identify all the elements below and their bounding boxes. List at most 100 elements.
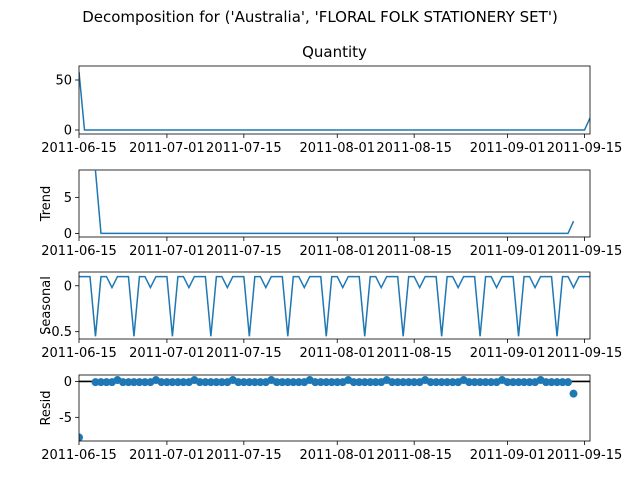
resid-point <box>327 378 336 387</box>
resid-point <box>525 378 534 387</box>
resid-point <box>366 378 375 387</box>
observed-xtick-label: 2011-07-15 <box>206 141 282 156</box>
seasonal-xtick-label: 2011-09-01 <box>470 346 546 361</box>
resid-point <box>547 378 556 387</box>
resid-ytick-label: -5 <box>59 411 72 426</box>
resid-point <box>558 378 567 387</box>
resid-point <box>481 378 490 387</box>
resid-point <box>360 378 369 387</box>
resid-point <box>443 378 452 387</box>
resid-point <box>509 378 518 387</box>
resid-xtick-label: 2011-09-01 <box>470 448 546 463</box>
trend-xtick-label: 2011-08-15 <box>376 244 452 259</box>
resid-point <box>217 378 226 387</box>
seasonal-xtick-label: 2011-09-15 <box>547 346 623 361</box>
observed-axes-frame <box>78 65 591 135</box>
resid-point <box>289 378 298 387</box>
resid-point <box>388 378 397 387</box>
resid-point <box>206 378 215 387</box>
seasonal-xtick-label: 2011-06-15 <box>41 346 117 361</box>
panel-trend: Trend 0 5 2011-06-15 2011-07-01 2011-07-15 201… <box>39 169 623 259</box>
resid-point <box>311 378 320 387</box>
observed-ytick-label: 50 <box>55 74 72 89</box>
observed-xtick-label: 2011-09-15 <box>547 141 623 156</box>
resid-point <box>487 378 496 387</box>
observed-plot-area <box>79 71 590 131</box>
resid-point <box>393 378 402 387</box>
resid-point <box>569 389 578 398</box>
resid-point <box>129 378 138 387</box>
seasonal-axes-frame <box>78 271 591 340</box>
resid-xtick-label: 2011-09-15 <box>547 448 623 463</box>
resid-ylabel: Resid <box>39 390 54 425</box>
resid-point <box>124 378 133 387</box>
resid-point <box>91 378 100 387</box>
panel-observed: Quantity 0 50 2011-06-15 2011-07-01 2011-07-1… <box>41 43 622 156</box>
resid-ytick-label: 0 <box>64 375 72 390</box>
resid-point <box>371 378 380 387</box>
resid-plot-area <box>79 376 590 441</box>
resid-point <box>79 433 83 441</box>
seasonal-ytick-label: -0.5 <box>47 325 72 340</box>
resid-axes-frame <box>78 374 591 442</box>
resid-point <box>135 378 144 387</box>
resid-point <box>316 378 325 387</box>
trend-xtick-label: 2011-06-15 <box>41 244 117 259</box>
resid-point <box>140 378 149 387</box>
trend-ytick-label: 0 <box>64 227 72 242</box>
observed-ytick-label: 0 <box>64 124 72 139</box>
resid-point <box>564 378 573 387</box>
resid-point <box>201 378 210 387</box>
resid-point <box>212 378 221 387</box>
observed-xtick-label: 2011-06-15 <box>41 141 117 156</box>
resid-point <box>179 378 188 387</box>
resid-point <box>157 378 166 387</box>
resid-point <box>195 378 204 387</box>
observed-xtick-label: 2011-09-01 <box>470 141 546 156</box>
resid-point <box>96 378 105 387</box>
resid-point <box>173 378 182 387</box>
observed-xtick-label: 2011-07-01 <box>129 141 205 156</box>
resid-point <box>322 378 331 387</box>
observed-title: Quantity <box>302 43 367 61</box>
resid-point <box>426 378 435 387</box>
resid-xtick-label: 2011-08-01 <box>299 448 375 463</box>
seasonal-ylabel: Seasonal <box>39 276 54 335</box>
resid-xtick-label: 2011-08-15 <box>376 448 452 463</box>
resid-xtick-label: 2011-07-15 <box>206 448 282 463</box>
resid-point <box>102 378 111 387</box>
resid-point <box>520 378 529 387</box>
trend-xtick-label: 2011-07-15 <box>206 244 282 259</box>
observed-xtick-label: 2011-08-15 <box>376 141 452 156</box>
resid-point <box>294 378 303 387</box>
panel-resid: Resid -5 0 2011-06-15 2011-07-01 2011-07-15 20… <box>39 374 623 463</box>
trend-ytick-label: 5 <box>64 191 72 206</box>
resid-point <box>514 378 523 387</box>
seasonal-xtick-label: 2011-08-01 <box>299 346 375 361</box>
observed-series-line <box>79 71 590 131</box>
resid-point <box>465 378 474 387</box>
resid-point <box>118 378 127 387</box>
resid-point <box>278 378 287 387</box>
resid-point <box>503 378 512 387</box>
resid-point <box>448 378 457 387</box>
panel-seasonal: Seasonal-0.5 0 2011-06-15 2011-07-01 2011-07… <box>39 271 623 361</box>
trend-plot-area <box>94 170 575 235</box>
trend-xtick-label: 2011-09-15 <box>547 244 623 259</box>
seasonal-xtick-label: 2011-08-15 <box>376 346 452 361</box>
resid-point <box>542 378 551 387</box>
resid-xtick-label: 2011-06-15 <box>41 448 117 463</box>
trend-xtick-label: 2011-08-01 <box>299 244 375 259</box>
observed-xtick-label: 2011-08-01 <box>299 141 375 156</box>
resid-point <box>250 378 259 387</box>
seasonal-xtick-label: 2011-07-01 <box>129 346 205 361</box>
resid-point <box>245 378 254 387</box>
resid-point <box>234 378 243 387</box>
trend-axes-frame <box>78 169 591 238</box>
trend-xtick-label: 2011-07-01 <box>129 244 205 259</box>
seasonal-plot-area <box>79 275 590 337</box>
trend-xtick-label: 2011-09-01 <box>470 244 546 259</box>
resid-xtick-label: 2011-07-01 <box>129 448 205 463</box>
seasonal-series-line <box>79 275 590 337</box>
